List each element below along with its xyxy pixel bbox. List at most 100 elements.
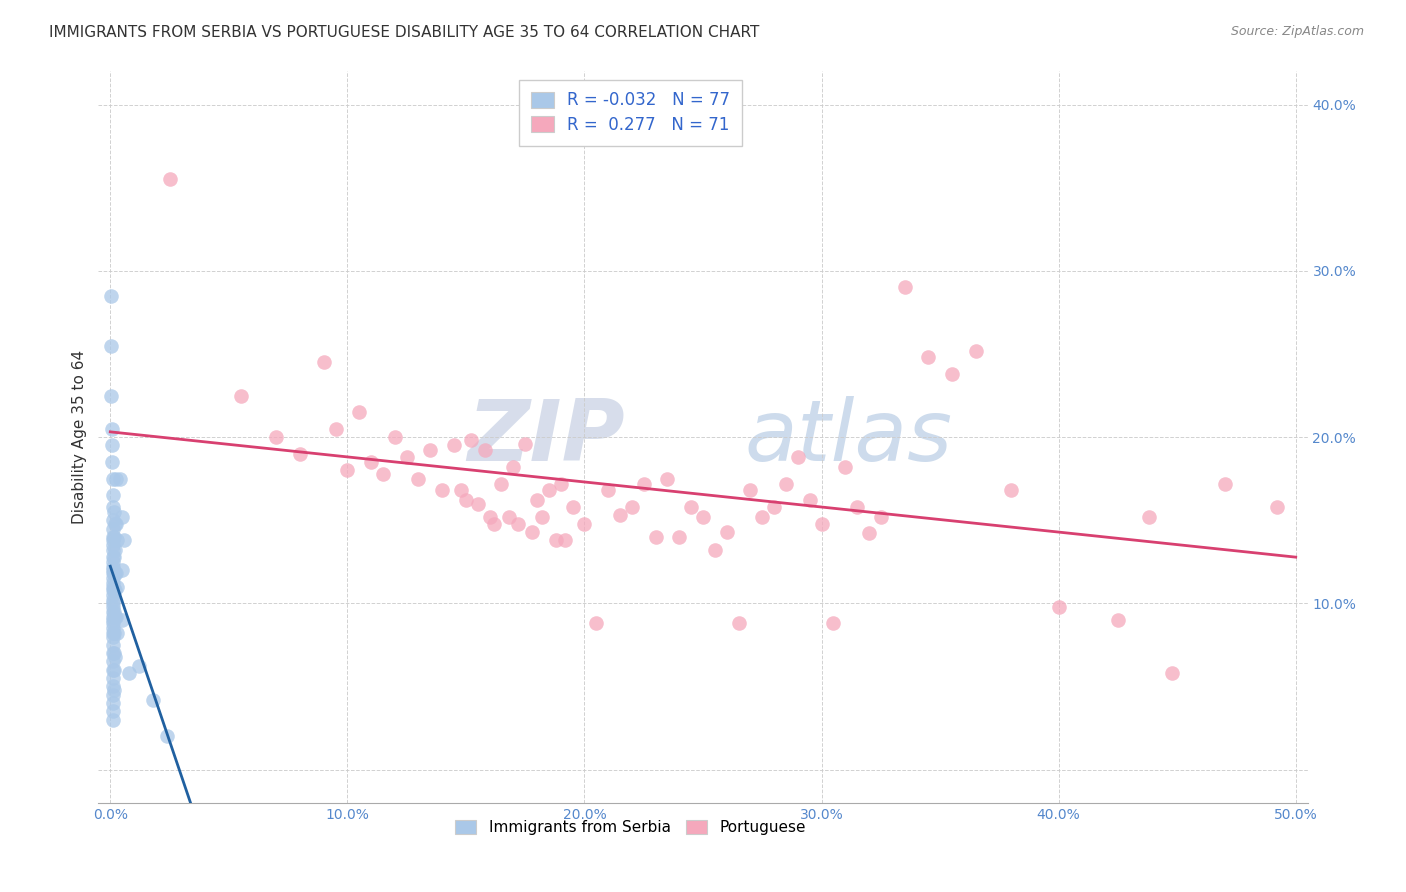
Point (100, 388, 122, 402)
Point (111, 563, 134, 577)
Point (101, 621, 124, 635)
Point (544, 533, 567, 548)
Point (101, 563, 124, 577)
Point (101, 488, 124, 502)
Point (965, 343, 987, 358)
Point (893, 280, 915, 294)
Point (515, 436, 537, 450)
Point (1047, 599, 1070, 614)
Point (105, 472, 128, 486)
Point (101, 566, 124, 581)
Point (101, 580, 124, 594)
Point (740, 483, 762, 498)
Point (633, 476, 655, 491)
Point (799, 493, 821, 508)
Point (118, 666, 141, 681)
Point (810, 516, 832, 531)
Point (101, 543, 124, 558)
Point (1107, 613, 1129, 627)
Point (1213, 476, 1236, 491)
Point (103, 646, 125, 660)
Point (101, 582, 124, 597)
Point (703, 543, 725, 558)
Point (101, 533, 124, 548)
Point (561, 500, 583, 514)
Point (1000, 483, 1022, 498)
Point (360, 455, 382, 469)
Point (105, 533, 128, 548)
Point (101, 655, 124, 669)
Text: Source: ZipAtlas.com: Source: ZipAtlas.com (1230, 25, 1364, 38)
Point (1161, 666, 1184, 681)
Point (450, 483, 472, 498)
Point (111, 509, 134, 524)
Point (101, 688, 124, 702)
Point (101, 671, 124, 685)
Point (103, 605, 125, 619)
Point (104, 566, 127, 581)
Point (101, 638, 124, 652)
Point (419, 443, 441, 458)
Point (498, 509, 520, 524)
Point (108, 472, 131, 486)
Point (101, 588, 124, 602)
Point (105, 516, 128, 531)
Point (585, 616, 607, 631)
Point (111, 613, 134, 627)
Point (598, 483, 620, 498)
Point (336, 463, 359, 477)
Point (506, 516, 529, 531)
Point (941, 367, 963, 381)
Point (101, 593, 124, 607)
Point (101, 705, 124, 719)
Point (101, 626, 124, 640)
Point (100, 338, 122, 352)
Point (156, 729, 179, 743)
Point (101, 500, 124, 514)
Point (443, 438, 465, 452)
Point (408, 472, 430, 486)
Point (103, 663, 125, 677)
Point (101, 605, 124, 619)
Point (467, 497, 489, 511)
Point (530, 509, 553, 524)
Text: IMMIGRANTS FROM SERBIA VS PORTUGUESE DISABILITY AGE 35 TO 64 CORRELATION CHART: IMMIGRANTS FROM SERBIA VS PORTUGUESE DIS… (49, 25, 759, 40)
Point (101, 613, 124, 627)
Point (104, 609, 127, 624)
Point (858, 526, 880, 541)
Point (491, 476, 513, 491)
Point (460, 434, 482, 448)
Point (159, 172, 181, 186)
Point (834, 460, 856, 475)
Point (751, 509, 773, 524)
Point (142, 692, 165, 706)
Point (103, 626, 125, 640)
Point (101, 549, 124, 564)
Point (537, 483, 560, 498)
Point (668, 530, 690, 544)
Point (101, 538, 124, 552)
Point (347, 405, 370, 419)
Point (101, 422, 124, 436)
Point (103, 566, 125, 581)
Point (395, 450, 418, 464)
Text: ZIP: ZIP (467, 395, 624, 479)
Point (103, 682, 125, 697)
Point (101, 609, 124, 624)
Point (620, 500, 643, 514)
Point (550, 476, 572, 491)
Point (484, 516, 506, 531)
Point (692, 509, 714, 524)
Point (432, 483, 454, 498)
Point (114, 533, 136, 548)
Point (554, 533, 576, 548)
Point (103, 530, 125, 544)
Point (502, 460, 524, 475)
Point (101, 530, 124, 544)
Point (478, 509, 501, 524)
Point (103, 582, 125, 597)
Point (101, 696, 124, 710)
Point (1137, 509, 1160, 524)
Point (264, 430, 287, 444)
Point (101, 521, 124, 535)
